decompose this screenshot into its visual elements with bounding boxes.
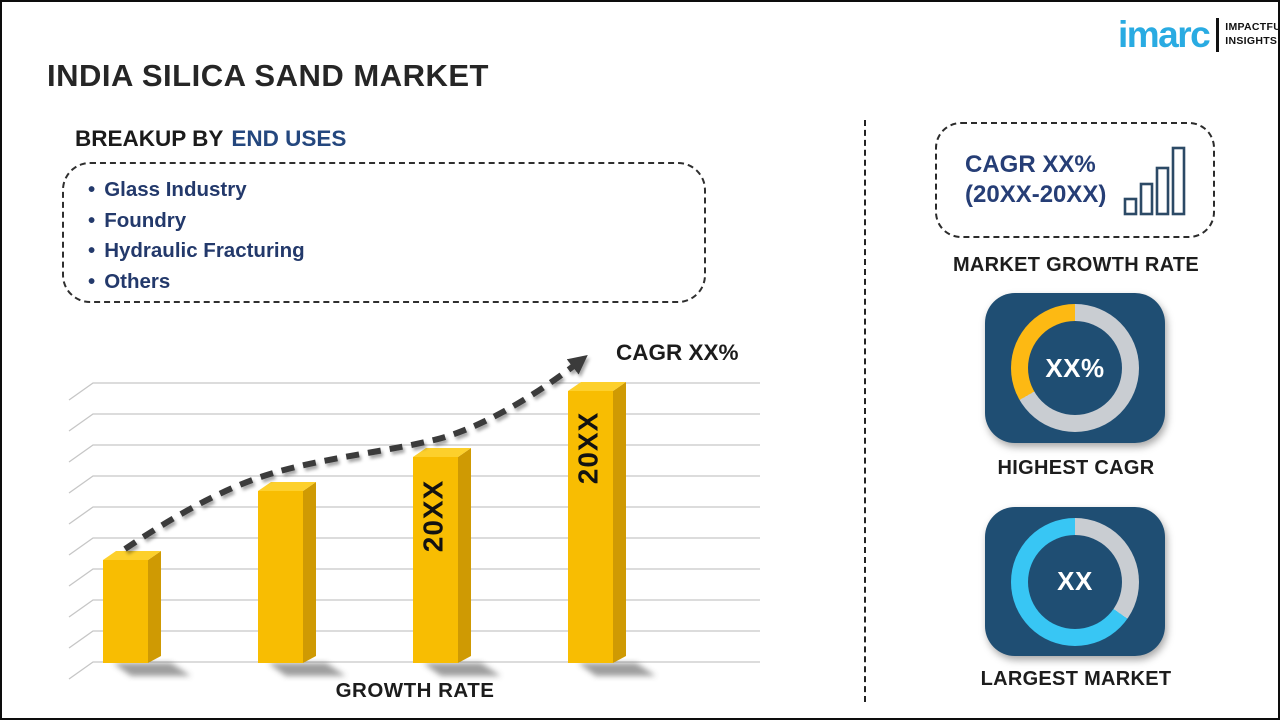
breakup-list-box: Glass Industry Foundry Hydraulic Fractur…: [62, 162, 706, 303]
logo-divider: [1216, 17, 1220, 52]
xaxis-label: GROWTH RATE: [335, 679, 495, 702]
list-item: Others: [88, 267, 704, 298]
donut-value: XX%: [1045, 352, 1105, 383]
list-item: Hydraulic Fracturing: [88, 236, 704, 267]
logo-tagline: IMPACTFUL INSIGHTS: [1225, 21, 1280, 47]
bar-label: 20XX: [572, 412, 603, 485]
cagr-box-text: CAGR XX% (20XX-20XX): [965, 150, 1106, 210]
chart-gridlines: [68, 382, 760, 680]
largest-market-donut: XX: [1011, 517, 1139, 646]
bar: 20XX: [568, 382, 626, 663]
growth-rate-chart: 20XX 20XX: [68, 355, 760, 680]
list-item: Foundry: [88, 206, 704, 237]
cagr-annotation: CAGR XX%: [616, 340, 739, 365]
bar-shadows: [113, 663, 656, 676]
bar-label: 20XX: [417, 480, 448, 553]
list-item: Glass Industry: [88, 175, 704, 206]
donut-hole: [1028, 534, 1122, 629]
market-growth-rate-label: MARKET GROWTH RATE: [952, 254, 1200, 276]
donut-value: XX: [1057, 566, 1093, 596]
bar-chart-icon: [1123, 146, 1186, 216]
largest-market-label: LARGEST MARKET: [980, 668, 1172, 690]
donut-hole: [1028, 321, 1122, 415]
logo-tagline-line1: IMPACTFUL: [1225, 21, 1280, 34]
highest-cagr-donut: XX%: [1011, 304, 1139, 432]
breakup-list: Glass Industry Foundry Hydraulic Fractur…: [88, 175, 704, 297]
breakup-heading: BREAKUP BY END USES: [75, 126, 346, 152]
page-title: INDIA SILICA SAND MARKET: [47, 58, 489, 93]
highest-cagr-label: HIGHEST CAGR: [997, 457, 1155, 479]
imarc-logo: imarc IMPACTFUL INSIGHTS: [1118, 16, 1280, 53]
highest-cagr-tile: XX%: [985, 293, 1165, 443]
brand-wordmark: imarc: [1118, 14, 1211, 55]
bar: [103, 551, 161, 663]
bar: [258, 482, 316, 663]
cagr-box: CAGR XX% (20XX-20XX): [935, 122, 1215, 238]
cagr-period: (20XX-20XX): [965, 181, 1107, 208]
trend-line: [123, 355, 588, 552]
breakup-heading-prefix: BREAKUP BY: [75, 126, 224, 151]
breakup-heading-highlight: END USES: [231, 126, 347, 151]
bar: 20XX: [413, 448, 471, 663]
section-divider: [864, 120, 866, 702]
largest-market-tile: XX: [985, 507, 1165, 656]
cagr-value: CAGR XX%: [965, 151, 1096, 178]
logo-tagline-line2: INSIGHTS: [1225, 34, 1278, 47]
